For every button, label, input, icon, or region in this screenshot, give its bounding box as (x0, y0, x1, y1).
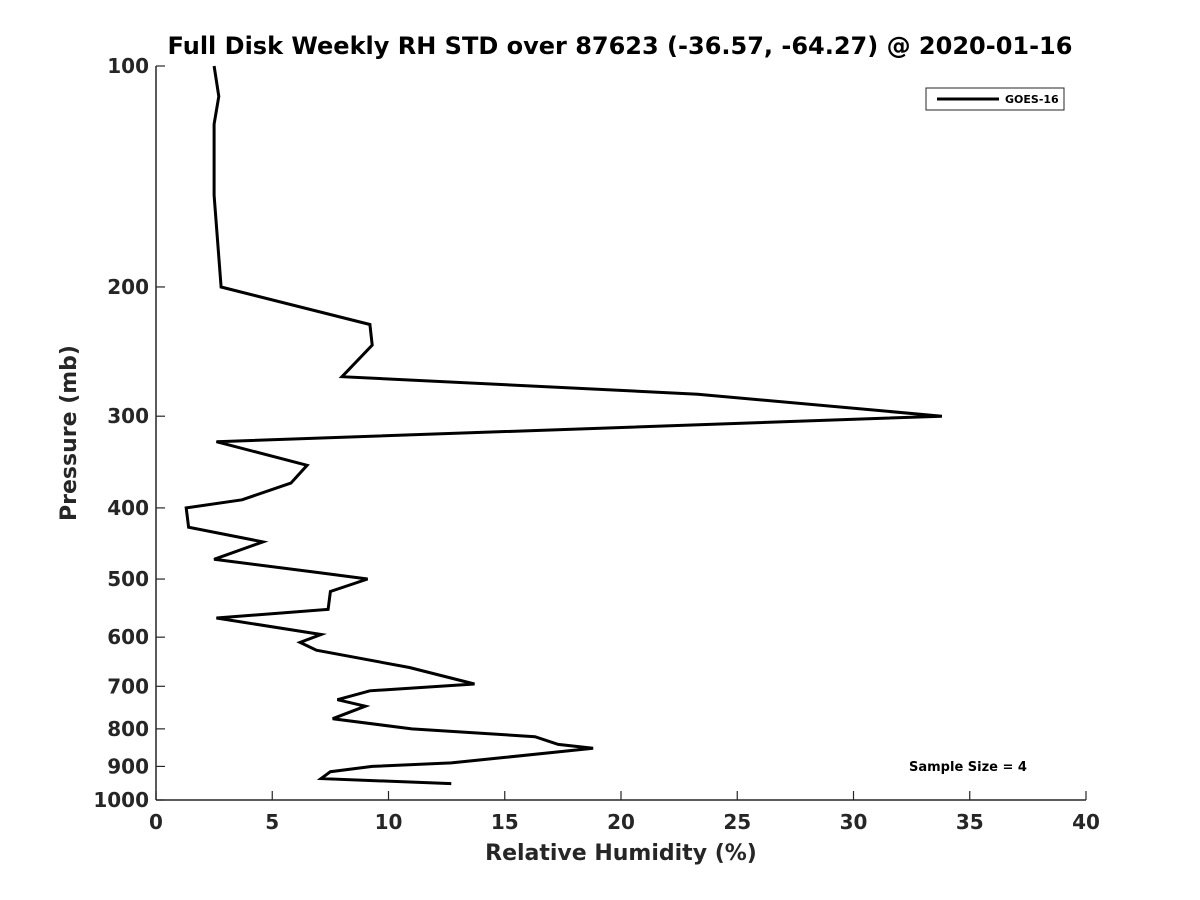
y-tick-label: 500 (107, 567, 149, 591)
sample-size-annotation: Sample Size = 4 (909, 760, 1027, 775)
y-tick-label: 400 (107, 496, 149, 520)
legend: GOES-16 (925, 87, 1065, 111)
x-tick-label: 5 (265, 810, 279, 834)
y-tick-label: 800 (107, 717, 149, 741)
y-tick-label: 600 (107, 625, 149, 649)
y-axis-label: Pressure (mb) (57, 345, 82, 521)
x-tick-label: 10 (375, 810, 403, 834)
x-tick-label: 35 (956, 810, 984, 834)
series-layer (184, 65, 943, 786)
y-ticks: 100 200 300 400 500 600 700 800 900 1000 (93, 54, 165, 812)
chart-title: Full Disk Weekly RH STD over 87623 (-36.… (168, 32, 1073, 60)
x-tick-label: 15 (491, 810, 519, 834)
x-tick-label: 25 (723, 810, 751, 834)
y-tick-label: 300 (107, 404, 149, 428)
series-line-goes-16 (184, 65, 943, 786)
x-tick-label: 40 (1072, 810, 1100, 834)
y-tick-label: 900 (107, 754, 149, 778)
y-tick-label: 700 (107, 674, 149, 698)
x-tick-label: 0 (149, 810, 163, 834)
legend-label: GOES-16 (1005, 93, 1059, 106)
x-tick-label: 30 (840, 810, 868, 834)
y-tick-label: 200 (107, 275, 149, 299)
y-tick-label: 1000 (93, 788, 149, 812)
y-tick-label: 100 (107, 54, 149, 78)
x-tick-label: 20 (607, 810, 635, 834)
axes (155, 66, 1086, 801)
x-ticks: 0 5 10 15 20 25 30 35 40 (149, 791, 1100, 834)
x-axis-label: Relative Humidity (%) (485, 841, 757, 866)
